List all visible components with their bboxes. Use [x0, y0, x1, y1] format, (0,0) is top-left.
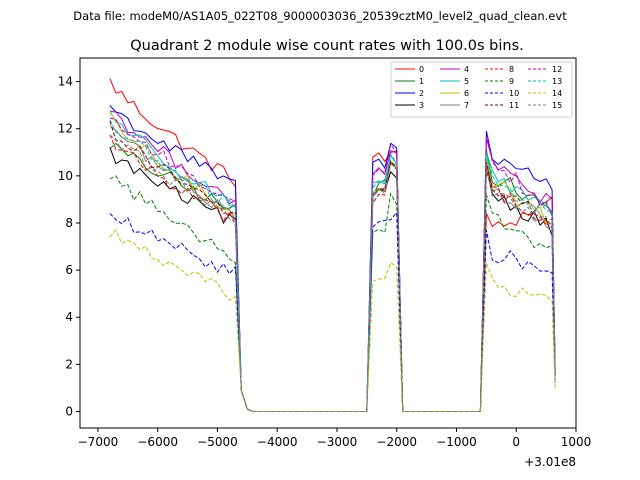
- y-tick-label: 8: [65, 216, 73, 230]
- legend-label-9: 9: [509, 77, 514, 86]
- x-tick-label: 1000: [561, 435, 592, 449]
- legend-label-5: 5: [464, 77, 469, 86]
- legend-label-3: 3: [419, 101, 424, 110]
- legend-label-12: 12: [552, 65, 562, 74]
- x-tick-label: −5000: [197, 435, 238, 449]
- y-tick-label: 6: [65, 263, 73, 277]
- legend-label-8: 8: [509, 65, 514, 74]
- x-tick-label: −4000: [257, 435, 298, 449]
- legend-label-2: 2: [419, 89, 424, 98]
- series-layer: [109, 78, 556, 412]
- legend-label-6: 6: [464, 89, 469, 98]
- x-tick-label: −7000: [78, 435, 119, 449]
- data-file-suptitle: Data file: modeM0/AS1A05_022T08_90000030…: [73, 9, 567, 23]
- plot-frame: [79, 57, 577, 429]
- x-axis: −7000 −6000 −5000 −4000 −3000 −2000 −1000 0 1000: [78, 428, 592, 449]
- y-tick-label: 12: [58, 122, 73, 136]
- y-tick-label: 4: [65, 310, 73, 324]
- legend-label-7: 7: [464, 101, 469, 110]
- y-axis: 0 2 4 6 8 10 12 14: [58, 75, 80, 419]
- x-offset-label: +3.01e8: [524, 455, 576, 469]
- series-line-15: [109, 134, 556, 412]
- legend-box: [390, 61, 573, 118]
- y-tick-label: 0: [65, 405, 73, 419]
- legend-label-10: 10: [509, 89, 519, 98]
- y-tick-label: 10: [58, 169, 73, 183]
- legend-label-4: 4: [464, 65, 469, 74]
- x-tick-label: −6000: [137, 435, 178, 449]
- x-tick-label: −1000: [436, 435, 477, 449]
- legend-label-11: 11: [509, 101, 519, 110]
- legend-label-14: 14: [552, 89, 562, 98]
- legend-label-13: 13: [552, 77, 562, 86]
- chart-title: Quadrant 2 module wise count rates with …: [130, 38, 524, 54]
- legend-label-1: 1: [419, 77, 424, 86]
- x-tick-label: −3000: [317, 435, 358, 449]
- legend-label-15: 15: [552, 101, 562, 110]
- series-line-14: [109, 229, 556, 412]
- x-tick-label: −2000: [376, 435, 417, 449]
- y-tick-label: 14: [58, 75, 73, 89]
- y-tick-label: 2: [65, 357, 73, 371]
- x-tick-label: 0: [512, 435, 520, 449]
- legend-label-0: 0: [419, 65, 424, 74]
